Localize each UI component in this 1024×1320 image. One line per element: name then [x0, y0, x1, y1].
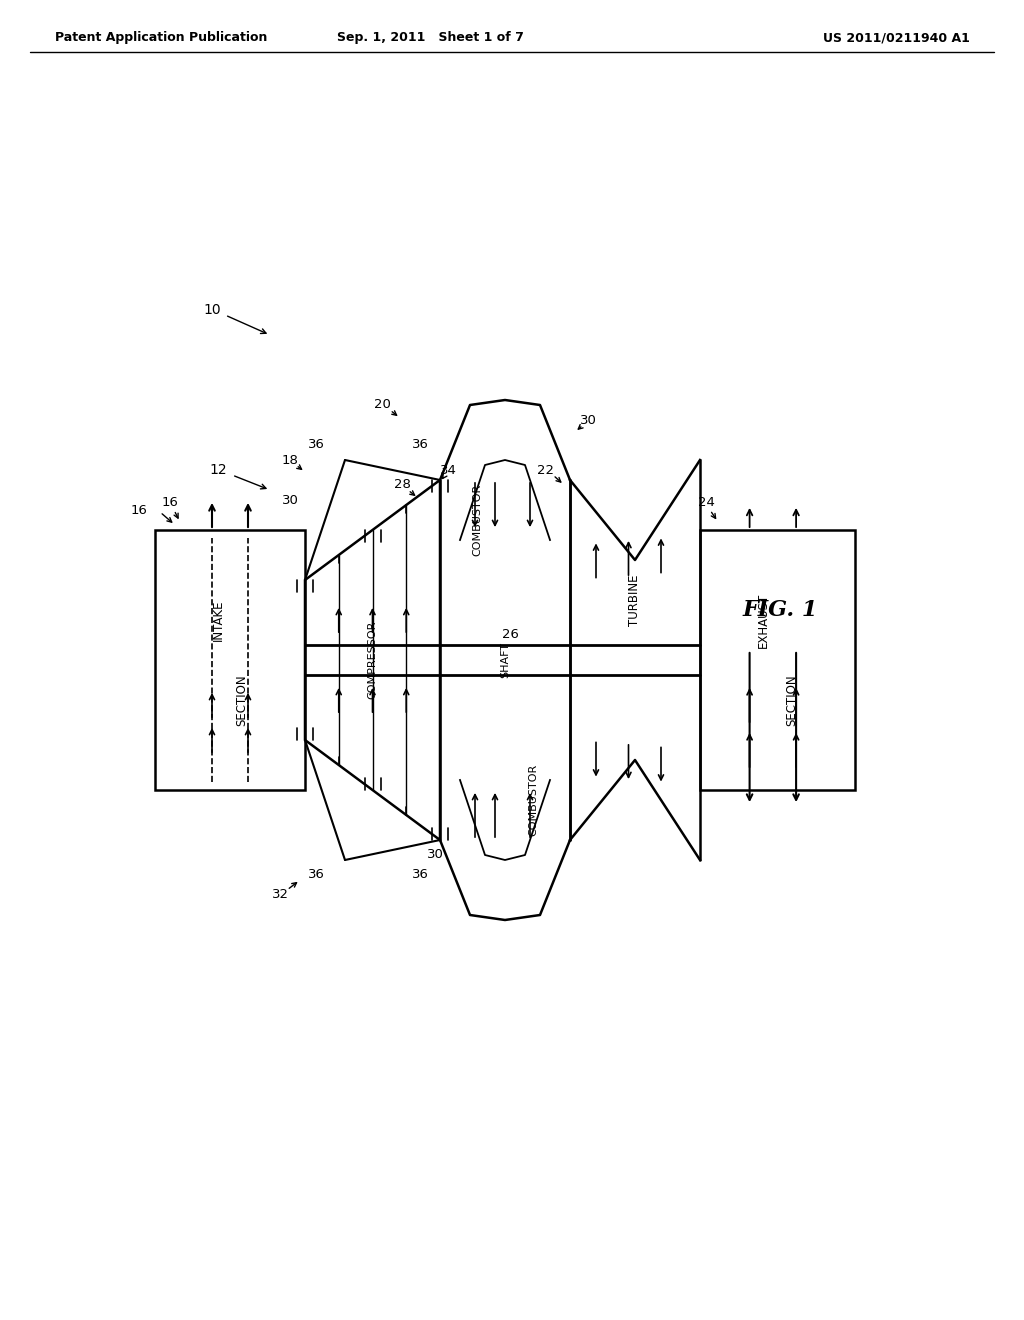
Text: 32: 32 — [271, 888, 289, 902]
Text: 16: 16 — [130, 503, 147, 516]
Text: 22: 22 — [537, 463, 554, 477]
Text: 24: 24 — [697, 495, 715, 508]
Text: 16: 16 — [162, 495, 178, 508]
Text: 12: 12 — [209, 463, 226, 477]
Text: COMPRESSOR: COMPRESSOR — [368, 620, 378, 700]
Text: US 2011/0211940 A1: US 2011/0211940 A1 — [823, 32, 970, 45]
Bar — [155, 531, 305, 789]
Text: COMBUSTOR: COMBUSTOR — [528, 764, 538, 836]
Text: 30: 30 — [427, 849, 443, 862]
Text: TURBINE: TURBINE — [629, 574, 641, 626]
Text: 30: 30 — [580, 413, 596, 426]
Text: 26: 26 — [502, 628, 518, 642]
Text: 36: 36 — [307, 438, 325, 451]
Text: INTAKE: INTAKE — [212, 599, 224, 640]
Text: 28: 28 — [393, 479, 411, 491]
Text: EXHAUST: EXHAUST — [757, 593, 770, 648]
Text: FIG. 1: FIG. 1 — [742, 599, 818, 620]
Text: SHAFT: SHAFT — [500, 642, 510, 678]
Text: 36: 36 — [412, 869, 428, 882]
Text: SECTION: SECTION — [785, 675, 798, 726]
Text: 36: 36 — [307, 869, 325, 882]
Text: 10: 10 — [203, 304, 221, 317]
Text: 36: 36 — [412, 438, 428, 451]
Text: COMBUSTOR: COMBUSTOR — [472, 484, 482, 556]
Text: SECTION: SECTION — [236, 675, 249, 726]
Text: 18: 18 — [282, 454, 298, 466]
Text: 34: 34 — [439, 463, 457, 477]
Text: Sep. 1, 2011   Sheet 1 of 7: Sep. 1, 2011 Sheet 1 of 7 — [337, 32, 523, 45]
Text: 30: 30 — [282, 494, 298, 507]
Bar — [700, 531, 855, 789]
Text: Patent Application Publication: Patent Application Publication — [55, 32, 267, 45]
Text: 20: 20 — [374, 399, 390, 412]
